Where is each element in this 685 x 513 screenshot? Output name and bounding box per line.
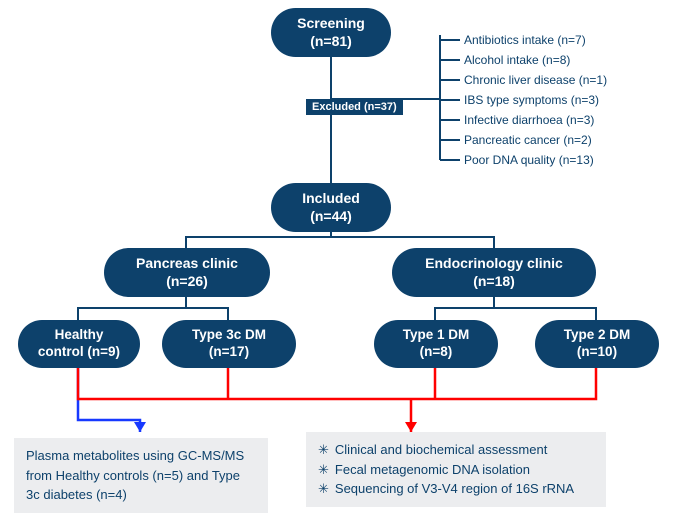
node-label-1: Type 2 DM	[564, 327, 631, 344]
node-label-2: (n=26)	[166, 273, 208, 291]
node-label-2: (n=18)	[473, 273, 515, 291]
exclusion-reason: Alcohol intake (n=8)	[464, 53, 570, 67]
node-label-1: Healthy	[55, 327, 104, 344]
node-label-1: Included	[302, 190, 360, 208]
node-label-2: (n=44)	[310, 208, 352, 226]
node-t3c: Type 3c DM(n=17)	[162, 320, 296, 368]
outcome-red-item: ✳ Clinical and biochemical assessment	[318, 440, 594, 460]
exclusion-reason: Infective diarrhoea (n=3)	[464, 113, 594, 127]
outcome-red-item: ✳ Fecal metagenomic DNA isolation	[318, 460, 594, 480]
node-label-1: Screening	[297, 15, 365, 33]
outcome-box-blue: Plasma metabolites using GC-MS/MS from H…	[14, 438, 268, 513]
node-label-2: control (n=9)	[38, 344, 120, 361]
node-t2: Type 2 DM(n=10)	[535, 320, 659, 368]
node-screening: Screening(n=81)	[271, 8, 391, 57]
node-endo: Endocrinology clinic(n=18)	[392, 248, 596, 297]
exclusion-reason: Chronic liver disease (n=1)	[464, 73, 607, 87]
node-label-1: Endocrinology clinic	[425, 255, 563, 273]
node-label-2: (n=17)	[209, 344, 249, 361]
node-hc: Healthycontrol (n=9)	[18, 320, 140, 368]
exclusion-reason: Antibiotics intake (n=7)	[464, 33, 586, 47]
outcome-red-text: Sequencing of V3-V4 region of 16S rRNA	[335, 479, 574, 499]
excluded-tag: Excluded (n=37)	[306, 99, 403, 115]
outcome-red-item: ✳ Sequencing of V3-V4 region of 16S rRNA	[318, 479, 594, 499]
node-label-1: Pancreas clinic	[136, 255, 238, 273]
node-label-2: (n=10)	[577, 344, 617, 361]
outcome-blue-text: Plasma metabolites using GC-MS/MS from H…	[26, 448, 244, 502]
node-label-1: Type 3c DM	[192, 327, 266, 344]
asterisk-icon: ✳	[318, 460, 329, 480]
node-included: Included(n=44)	[271, 183, 391, 232]
asterisk-icon: ✳	[318, 479, 329, 499]
node-t1: Type 1 DM(n=8)	[374, 320, 498, 368]
exclusion-reason: Pancreatic cancer (n=2)	[464, 133, 592, 147]
node-label-1: Type 1 DM	[403, 327, 470, 344]
node-pancreas: Pancreas clinic(n=26)	[104, 248, 270, 297]
exclusion-reason: IBS type symptoms (n=3)	[464, 93, 599, 107]
node-label-2: (n=8)	[420, 344, 453, 361]
outcome-box-red: ✳ Clinical and biochemical assessment ✳ Fec…	[306, 432, 606, 507]
asterisk-icon: ✳	[318, 440, 329, 460]
exclusion-reason: Poor DNA quality (n=13)	[464, 153, 594, 167]
outcome-red-text: Clinical and biochemical assessment	[335, 440, 547, 460]
node-label-2: (n=81)	[310, 33, 352, 51]
outcome-red-text: Fecal metagenomic DNA isolation	[335, 460, 530, 480]
